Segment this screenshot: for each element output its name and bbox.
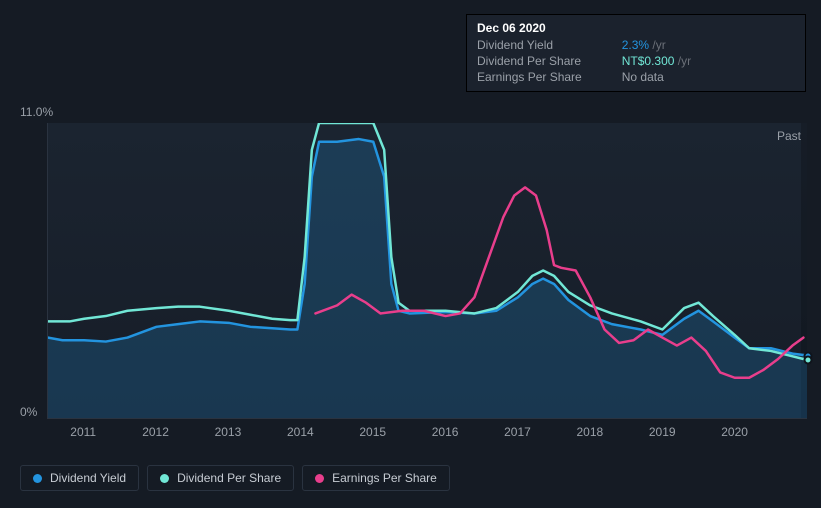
x-axis-tick: 2018: [576, 425, 603, 439]
tooltip-row: Earnings Per ShareNo data: [477, 69, 691, 85]
legend-earnings-per-share[interactable]: Earnings Per Share: [302, 465, 450, 491]
y-axis-label: 0%: [20, 405, 37, 419]
legend: Dividend Yield Dividend Per Share Earnings…: [20, 465, 450, 491]
x-axis-tick: 2011: [70, 425, 96, 439]
series-endcap-dividend_per_share: [804, 355, 813, 364]
legend-dot: [160, 474, 169, 483]
legend-label: Dividend Yield: [50, 471, 126, 485]
tooltip-row-label: Earnings Per Share: [477, 69, 622, 85]
x-axis-tick: 2012: [142, 425, 169, 439]
x-axis-tick: 2017: [504, 425, 531, 439]
legend-dot: [33, 474, 42, 483]
tooltip-row: Dividend Per ShareNT$0.300 /yr: [477, 53, 691, 69]
tooltip-row-label: Dividend Per Share: [477, 53, 622, 69]
chart-lines: [48, 123, 807, 418]
x-axis-tick: 2016: [432, 425, 459, 439]
x-axis-tick: 2020: [721, 425, 748, 439]
legend-label: Dividend Per Share: [177, 471, 281, 485]
tooltip-row: Dividend Yield2.3% /yr: [477, 37, 691, 53]
x-axis-tick: 2014: [287, 425, 314, 439]
tooltip-row-label: Dividend Yield: [477, 37, 622, 53]
tooltip-row-value: No data: [622, 69, 691, 85]
legend-label: Earnings Per Share: [332, 471, 437, 485]
chart: Past 20112012201320142015201620172018201…: [20, 105, 810, 425]
series-fill-dividend_yield: [48, 139, 807, 418]
chart-plot-area[interactable]: Past: [47, 123, 807, 419]
x-axis-tick: 2015: [359, 425, 386, 439]
legend-dividend-yield[interactable]: Dividend Yield: [20, 465, 139, 491]
legend-dividend-per-share[interactable]: Dividend Per Share: [147, 465, 294, 491]
tooltip-row-value: NT$0.300 /yr: [622, 53, 691, 69]
legend-dot: [315, 474, 324, 483]
x-axis-tick: 2013: [215, 425, 242, 439]
chart-tooltip: Dec 06 2020 Dividend Yield2.3% /yrDivide…: [466, 14, 806, 92]
tooltip-date: Dec 06 2020: [477, 21, 795, 35]
x-axis-tick: 2019: [649, 425, 676, 439]
y-axis-label: 11.0%: [20, 105, 53, 119]
x-axis: 2011 2012 2013 2014 2015 2016 2017 2018 2019 2020: [47, 425, 807, 445]
tooltip-table: Dividend Yield2.3% /yrDividend Per Share…: [477, 37, 691, 85]
tooltip-row-value: 2.3% /yr: [622, 37, 691, 53]
